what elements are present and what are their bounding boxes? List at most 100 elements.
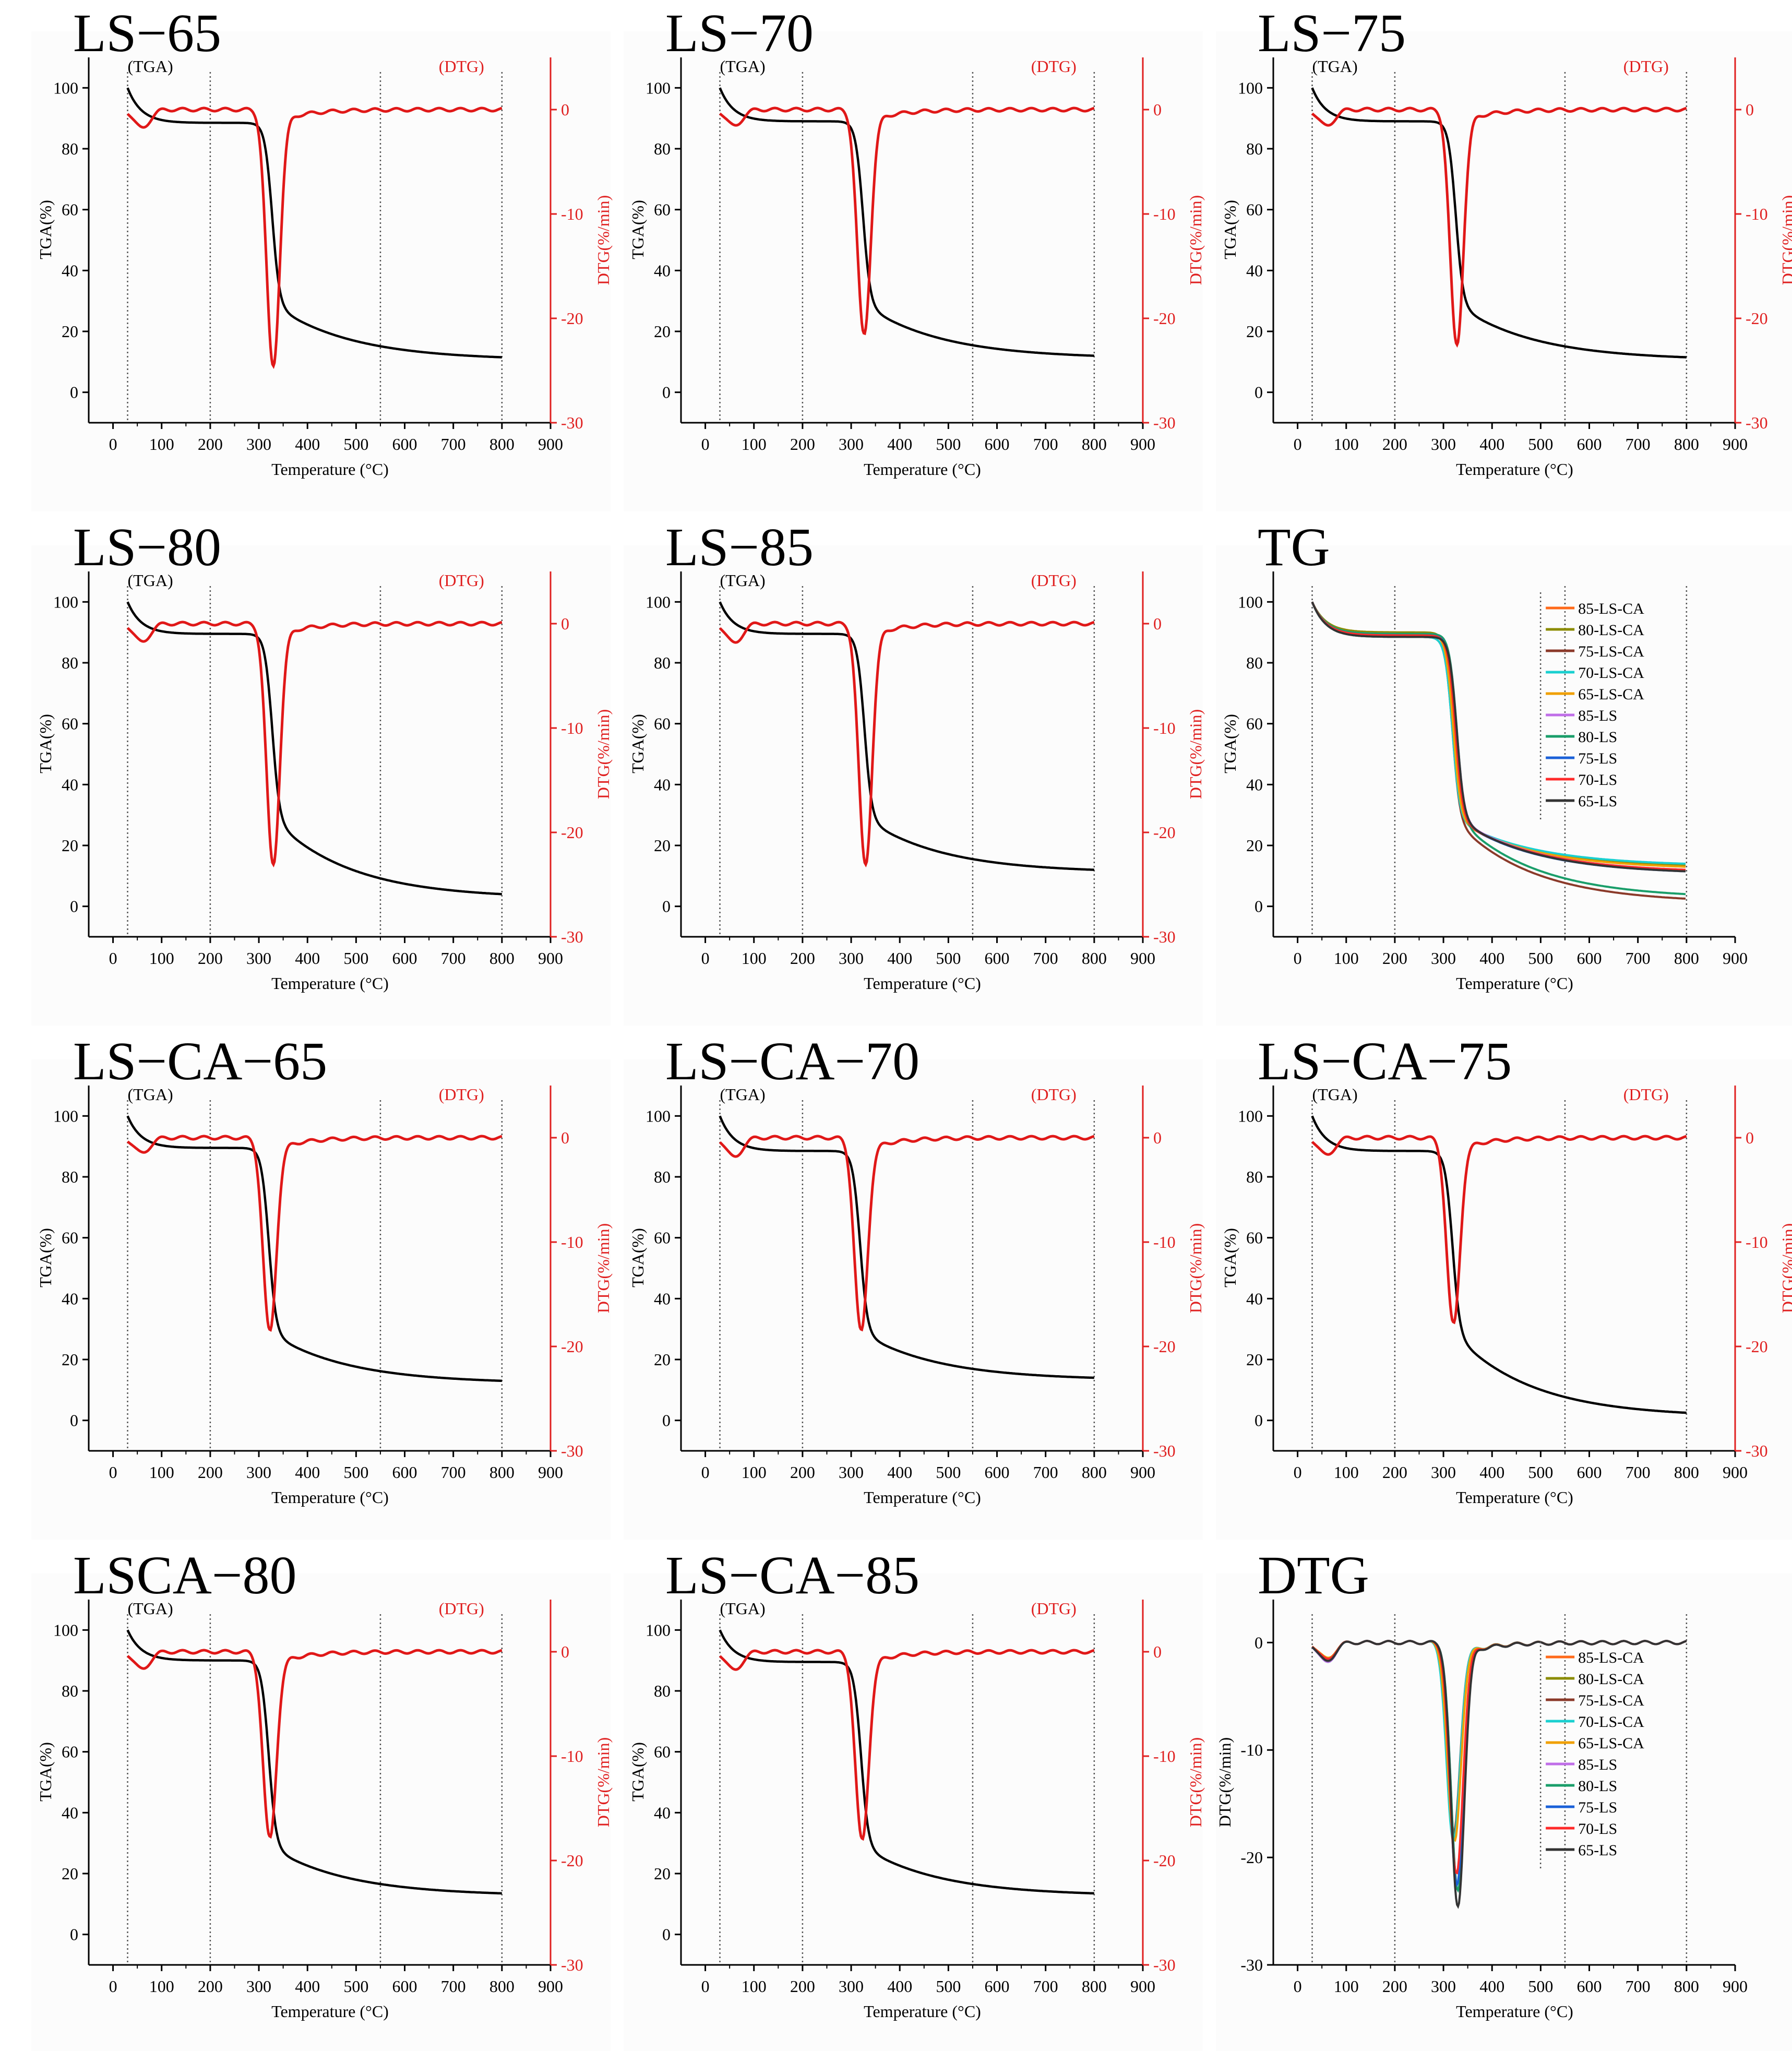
dtg-tick-label: 0 [1153, 100, 1162, 119]
dtg-tick-label: 0 [561, 614, 569, 633]
x-tick-label: 200 [790, 1977, 815, 1996]
y-tick-label: 0 [1255, 1633, 1263, 1652]
dtg-annotation: (DTG) [1623, 1085, 1669, 1104]
tga-axis-label: TGA(%) [628, 1228, 647, 1287]
x-tick-label: 600 [985, 435, 1010, 454]
y-tick-label: 40 [62, 1803, 78, 1822]
dtg-annotation: (DTG) [1623, 57, 1669, 76]
x-tick-label: 100 [1334, 949, 1359, 968]
tga-axis-label: TGA(%) [1221, 1228, 1239, 1287]
legend-label: 65-LS [1578, 1842, 1617, 1859]
x-tick-label: 0 [701, 435, 710, 454]
dtg-annotation: (DTG) [439, 571, 484, 590]
x-tick-label: 400 [1479, 1977, 1504, 1996]
x-tick-label: 500 [1528, 1463, 1553, 1482]
x-tick-label: 900 [538, 435, 563, 454]
dtg-tick-label: 0 [561, 1128, 569, 1147]
x-tick-label: 600 [1577, 435, 1602, 454]
legend-label: 75-LS [1578, 1799, 1617, 1816]
x-tick-label: 400 [295, 1463, 320, 1482]
x-tick-label: 0 [1294, 949, 1302, 968]
x-tick-label: 200 [198, 1463, 223, 1482]
x-tick-label: 400 [1479, 1463, 1504, 1482]
dtg-curve [1311, 1135, 1687, 1325]
tga-axis-label: TGA(%) [628, 200, 647, 259]
dtg-tick-label: -30 [1153, 1441, 1176, 1460]
legend-label: 80-LS-CA [1578, 1671, 1644, 1688]
x-tick-label: 0 [1294, 1977, 1302, 1996]
dtg-axis-label: DTG(%/min) [1215, 1737, 1234, 1827]
panel-2: LS−700 100 200 300 400 500 600 700 800 900Tempera… [624, 3, 1205, 511]
y-tick-label: 40 [62, 775, 78, 794]
dtg-tick-label: -10 [561, 719, 583, 737]
y-tick-label: 80 [1246, 139, 1263, 158]
panel-background [624, 31, 1203, 511]
panel-title: DTG [1258, 1545, 1369, 1605]
tga-annotation: (TGA) [128, 57, 173, 76]
y-tick-label: 0 [662, 383, 671, 402]
y-tick-label: 0 [662, 1411, 671, 1430]
y-tick-label: 80 [654, 653, 671, 672]
y-tick-label: 20 [62, 836, 78, 855]
tga-annotation: (TGA) [128, 571, 173, 590]
dtg-tick-label: -30 [1153, 413, 1176, 432]
y-tick-label: 40 [1246, 775, 1263, 794]
dtg-axis-label: DTG(%/min) [1778, 1223, 1792, 1313]
y-tick-label: 100 [646, 1620, 671, 1639]
y-tick-label: 20 [62, 1864, 78, 1883]
x-tick-label: 400 [887, 435, 912, 454]
dtg-curve [126, 1135, 503, 1332]
y-tick-label: 0 [662, 897, 671, 916]
x-tick-label: 500 [1528, 1977, 1553, 1996]
x-tick-label: 400 [295, 435, 320, 454]
y-tick-label: -20 [1240, 1848, 1263, 1867]
legend-label: 75-LS-CA [1578, 1692, 1644, 1709]
dtg-axis-label: DTG(%/min) [1778, 195, 1792, 285]
y-tick-label: 80 [1246, 653, 1263, 672]
x-axis-label: Temperature (°C) [1456, 1488, 1573, 1507]
y-tick-label: 80 [654, 1682, 671, 1700]
legend-label: 75-LS [1578, 750, 1617, 767]
dtg-tick-label: -20 [1746, 309, 1768, 328]
x-tick-label: 500 [1528, 949, 1553, 968]
x-tick-label: 300 [839, 949, 864, 968]
dtg-tick-label: -20 [561, 309, 583, 328]
y-tick-label: 80 [1246, 1167, 1263, 1186]
dtg-tick-label: -10 [1746, 205, 1768, 223]
y-tick-label: 20 [654, 1864, 671, 1883]
legend-label: 85-LS [1578, 1756, 1617, 1773]
dtg-axis-label: DTG(%/min) [594, 1223, 613, 1313]
y-tick-label: 20 [1246, 1350, 1263, 1369]
y-tick-label: 20 [1246, 836, 1263, 855]
x-tick-label: 0 [109, 949, 117, 968]
tga-axis-label: TGA(%) [1221, 200, 1239, 259]
x-tick-label: 800 [1674, 1463, 1699, 1482]
legend-label: 85-LS [1578, 707, 1617, 724]
x-tick-label: 700 [441, 435, 466, 454]
x-tick-label: 300 [1431, 435, 1456, 454]
x-tick-label: 800 [1082, 949, 1107, 968]
dtg-tick-label: 0 [1153, 1128, 1162, 1147]
x-tick-label: 800 [1674, 435, 1699, 454]
panel-10: LSCA−800 100 200 300 400 500 600 700 800 900Tempe… [31, 1545, 613, 2051]
dtg-tick-label: -30 [1746, 413, 1768, 432]
x-tick-label: 600 [1577, 949, 1602, 968]
x-tick-label: 100 [742, 949, 767, 968]
dtg-curve [126, 1649, 503, 1839]
x-axis-label: Temperature (°C) [271, 460, 389, 479]
tga-annotation: (TGA) [1312, 57, 1358, 76]
y-tick-label: 100 [646, 592, 671, 611]
panel-5: LS−850 100 200 300 400 500 600 700 800 900Tempera… [624, 517, 1205, 1026]
legend-label: 70-LS [1578, 771, 1617, 789]
y-tick-label: 40 [654, 1803, 671, 1822]
panel-3: LS−750 100 200 300 400 500 600 700 800 900Tempera… [1216, 3, 1792, 511]
dtg-tick-label: -10 [561, 1747, 583, 1766]
x-tick-label: 300 [839, 1463, 864, 1482]
legend-label: 80-LS-CA [1578, 622, 1644, 639]
y-tick-label: 80 [62, 1167, 78, 1186]
panel-title: LS−CA−65 [73, 1031, 327, 1091]
tga-curve [719, 87, 1094, 357]
dtg-axis-label: DTG(%/min) [594, 709, 613, 799]
y-tick-label: 60 [654, 200, 671, 219]
x-tick-label: 0 [1294, 435, 1302, 454]
